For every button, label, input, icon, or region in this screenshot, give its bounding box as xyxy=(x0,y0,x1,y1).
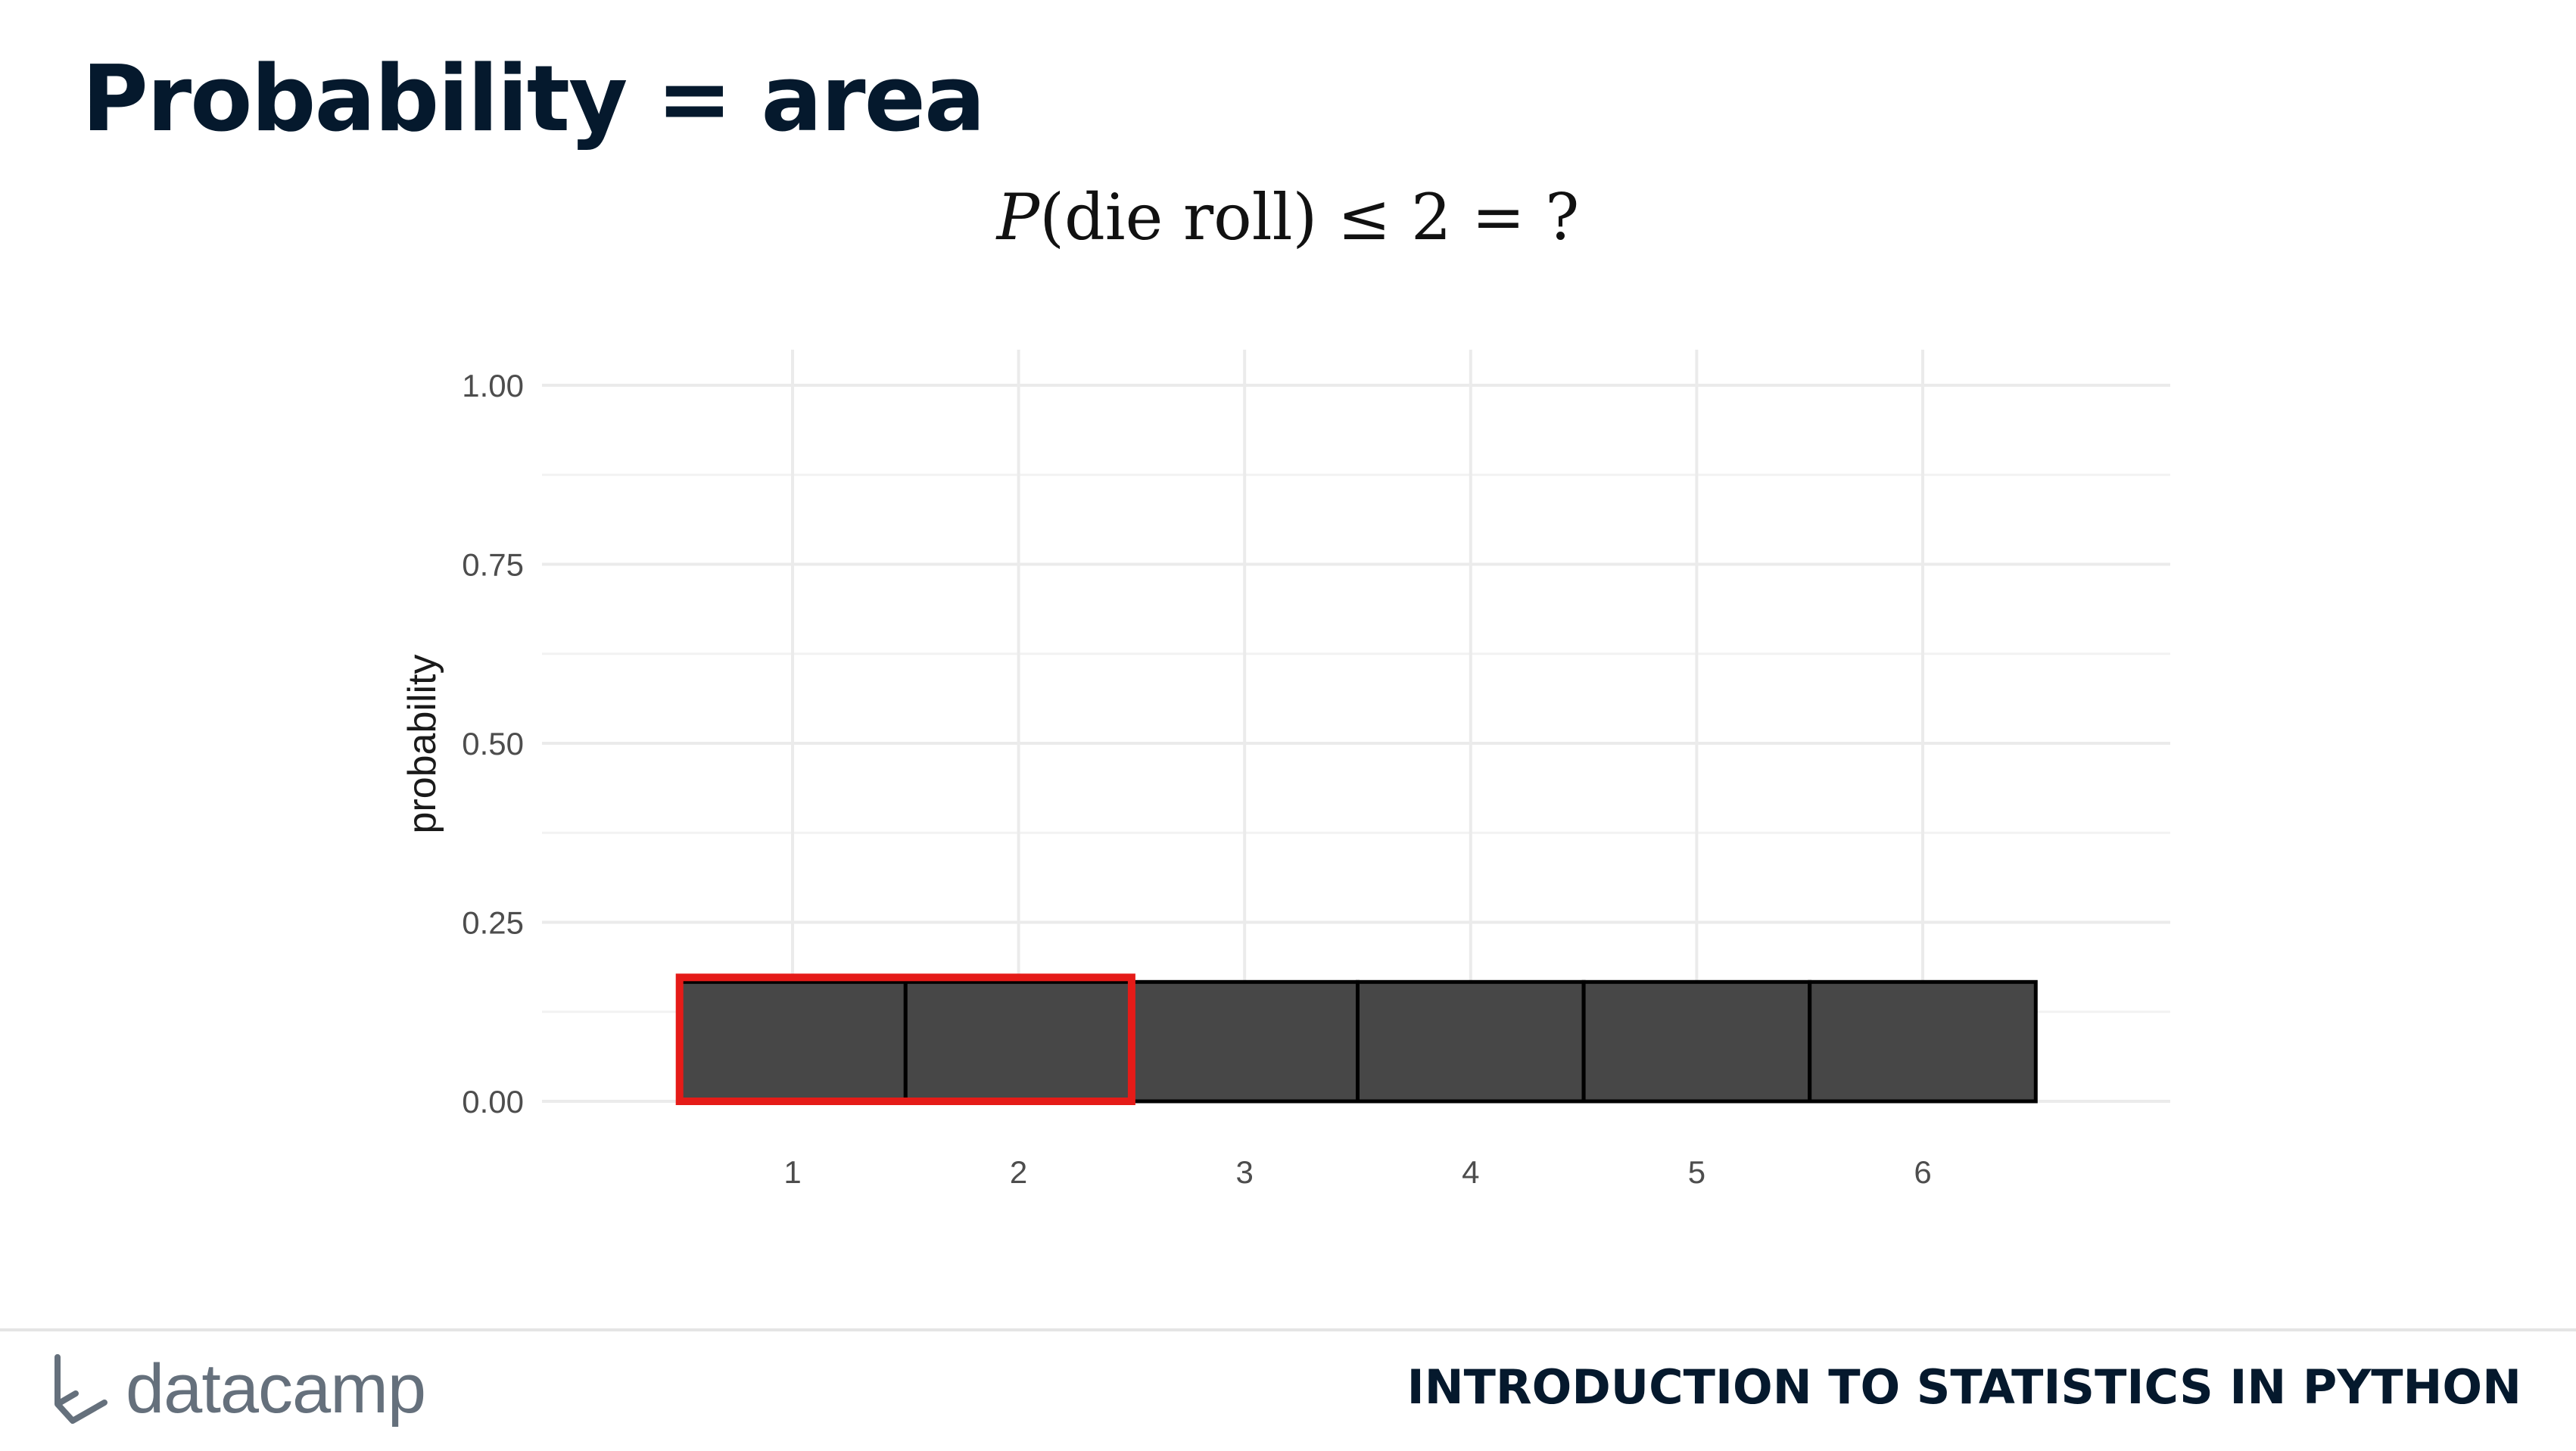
probability-formula: P(die roll) ≤ 2 = ? xyxy=(0,180,2576,254)
y-axis-title: probability xyxy=(400,654,444,833)
x-tick-label: 1 xyxy=(783,1154,801,1190)
bars xyxy=(677,979,2038,1104)
y-tick-label: 0.75 xyxy=(462,547,524,583)
slide-title: Probability = area xyxy=(82,47,986,152)
highlight xyxy=(675,973,1135,1105)
x-tick-label: 6 xyxy=(1914,1154,1931,1190)
formula-symbol: P xyxy=(996,180,1040,254)
y-tick-labels: 0.00 0.25 0.50 0.75 1.00 xyxy=(462,368,524,1119)
brand: datacamp xyxy=(50,1347,426,1431)
uniform-bar-chart: 0.00 0.25 0.50 0.75 1.00 1 2 3 4 5 6 probability xyxy=(400,350,2170,1190)
y-tick-label: 1.00 xyxy=(462,368,524,403)
y-tick-label: 0.25 xyxy=(462,905,524,941)
bar-6 xyxy=(1808,979,2038,1104)
formula-relation: ≤ 2 = ? xyxy=(1317,180,1580,254)
y-tick-label: 0.50 xyxy=(462,726,524,761)
x-tick-label: 3 xyxy=(1236,1154,1254,1190)
x-tick-label: 4 xyxy=(1462,1154,1479,1190)
bar-1 xyxy=(677,979,908,1104)
formula-argument: (die roll) xyxy=(1039,180,1318,254)
footer-divider xyxy=(0,1328,2576,1331)
bar-5 xyxy=(1581,979,1812,1104)
x-tick-labels: 1 2 3 4 5 6 xyxy=(783,1154,1931,1190)
course-title: INTRODUCTION TO STATISTICS IN PYTHON xyxy=(1406,1359,2521,1415)
highlight-box xyxy=(675,973,1135,1105)
bar-4 xyxy=(1356,979,1586,1104)
bar-3 xyxy=(1129,979,1360,1104)
x-tick-label: 5 xyxy=(1688,1154,1705,1190)
bar-2 xyxy=(903,979,1134,1104)
brand-name: datacamp xyxy=(126,1350,426,1428)
datacamp-logo-icon xyxy=(55,1354,107,1424)
y-tick-label: 0.00 xyxy=(462,1084,524,1119)
x-tick-label: 2 xyxy=(1010,1154,1027,1190)
